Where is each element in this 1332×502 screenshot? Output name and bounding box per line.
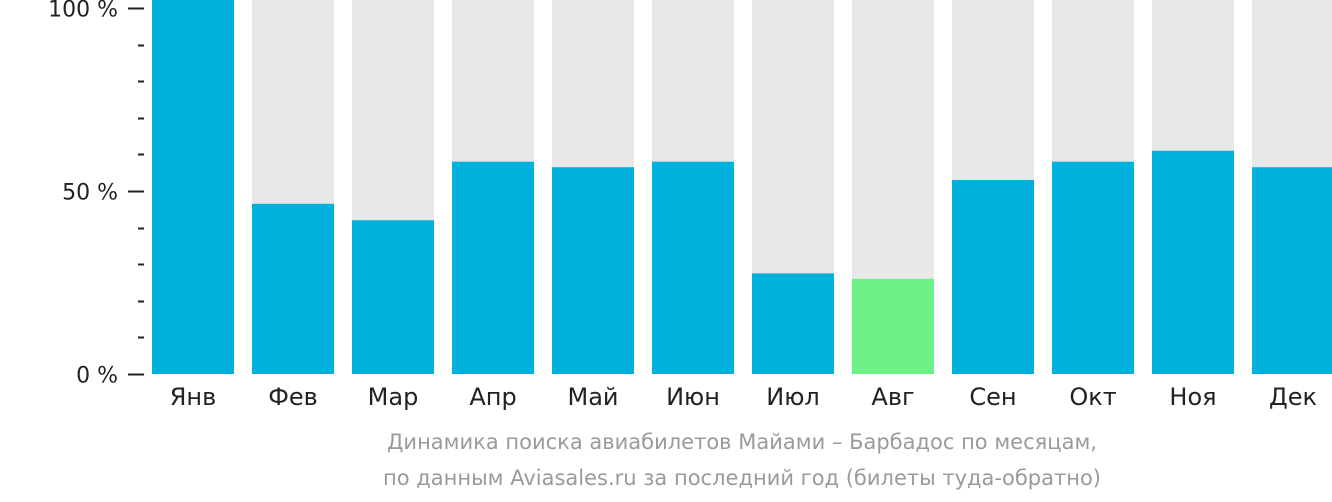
y-axis: 0 % 50 % 100 % (48, 0, 144, 389)
chart-caption-line-2: по данным Aviasales.ru за последний год … (383, 466, 1101, 490)
bar-4 (452, 161, 534, 374)
bar-3 (352, 220, 434, 374)
bar-2 (252, 203, 334, 374)
bars (152, 0, 1332, 374)
x-axis-labels: Янв Фев Мар Апр Май Июн Июл Авг Сен Окт Ноя Дек (170, 383, 1317, 411)
bar-10 (1052, 161, 1134, 374)
x-tick-label: Апр (469, 383, 516, 411)
bar-11 (1152, 150, 1234, 374)
x-tick-label: Янв (170, 383, 217, 411)
y-tick-label: 50 % (62, 181, 118, 206)
y-tick-label: 0 % (76, 364, 118, 389)
bar-9 (952, 180, 1034, 374)
x-tick-label: Мар (368, 383, 419, 411)
chart-caption-line-1: Динамика поиска авиабилетов Майами – Бар… (387, 430, 1097, 454)
bar-8 (852, 278, 934, 374)
x-tick-label: Авг (871, 383, 914, 411)
bar-chart: 0 % 50 % 100 % Янв Фев Мар Апр Май Июн Июл Авг Сен… (48, 0, 1332, 411)
bar-5 (552, 167, 634, 374)
x-tick-label: Июл (766, 383, 820, 411)
x-tick-label: Ноя (1169, 383, 1216, 411)
bar-1 (152, 0, 234, 374)
x-tick-label: Фев (268, 383, 318, 411)
x-tick-label: Сен (969, 383, 1016, 411)
x-tick-label: Окт (1069, 383, 1116, 411)
x-tick-label: Май (567, 383, 618, 411)
x-tick-label: Июн (666, 383, 720, 411)
y-tick-label: 100 % (48, 0, 118, 23)
x-tick-label: Дек (1269, 383, 1317, 411)
bar-6 (652, 161, 734, 374)
bar-12 (1252, 167, 1332, 374)
bar-7 (752, 273, 834, 374)
